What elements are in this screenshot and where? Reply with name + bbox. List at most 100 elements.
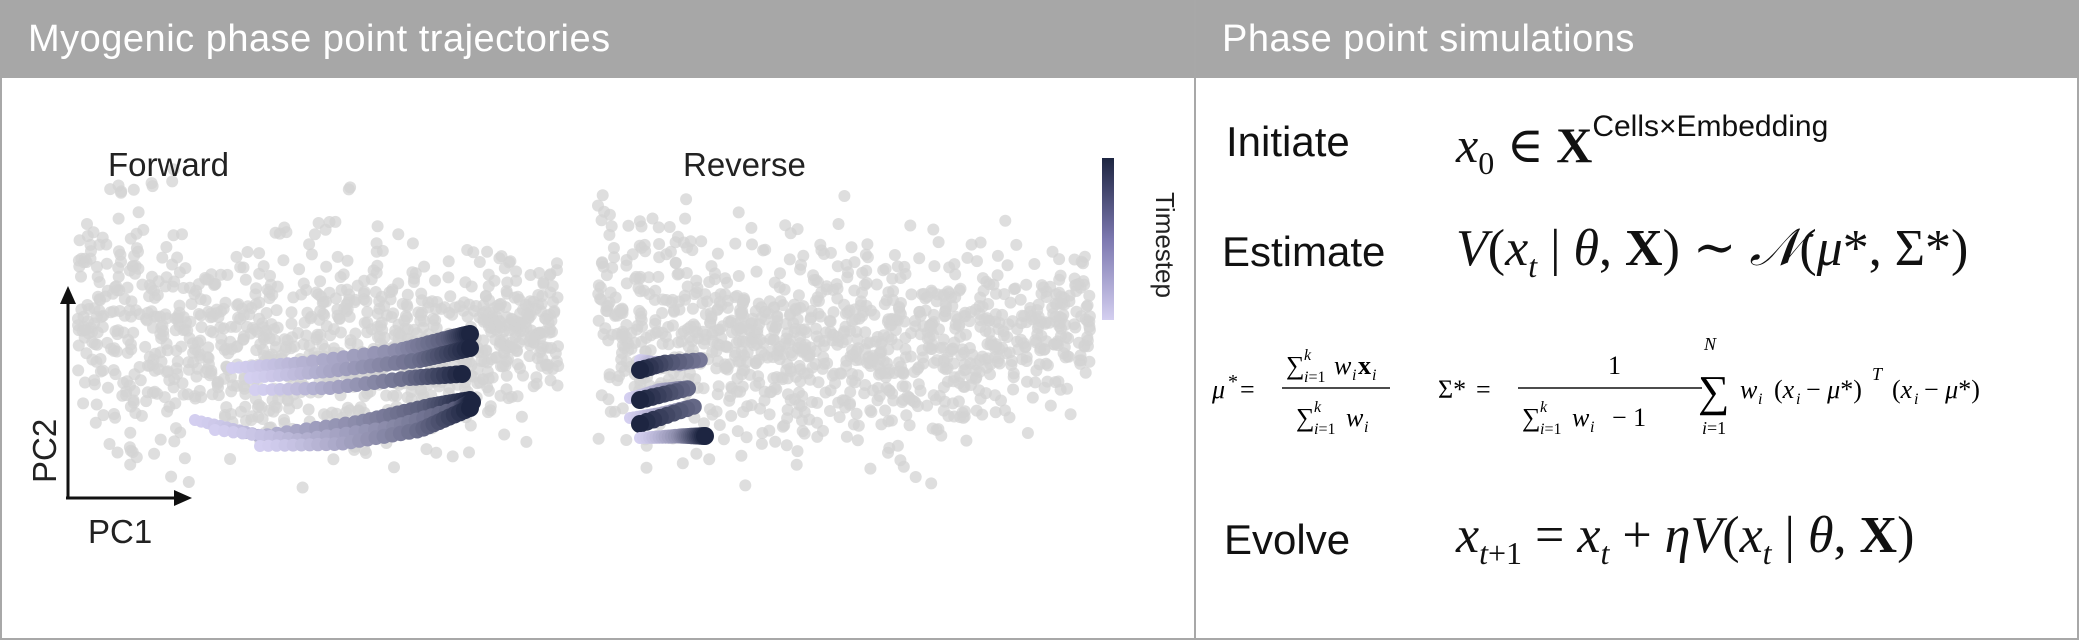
background-cell-point: [696, 297, 709, 310]
background-cell-point: [523, 350, 536, 363]
background-cell-point: [190, 370, 203, 383]
background-cell-point: [221, 268, 234, 281]
background-cell-point: [481, 356, 494, 369]
background-cell-point: [756, 427, 769, 439]
background-cell-point: [1038, 343, 1051, 356]
background-cell-point: [770, 371, 783, 384]
background-cell-point: [459, 276, 472, 289]
background-cell-point: [482, 280, 495, 293]
background-cell-point: [1075, 354, 1088, 367]
background-cell-point: [811, 430, 824, 443]
svg-text:i: i: [1914, 391, 1918, 408]
background-cell-point: [246, 410, 258, 423]
background-cell-point: [1083, 310, 1096, 323]
estimate-equation: V(xt | θ, X) ∼ 𝒩(μ*, Σ*): [1456, 220, 1969, 284]
simulations-panel-title: Phase point simulations: [1196, 0, 2079, 78]
background-cell-point: [79, 376, 91, 389]
background-cell-point: [872, 381, 884, 394]
background-cell-point: [689, 320, 702, 333]
background-cell-point: [640, 461, 653, 474]
background-cell-point: [319, 223, 332, 236]
background-cell-point: [178, 452, 191, 465]
background-cell-point: [879, 404, 892, 417]
svg-text:=: =: [1240, 375, 1255, 404]
background-cell-point: [703, 453, 716, 466]
background-cell-point: [301, 306, 314, 319]
background-cell-point: [710, 345, 723, 357]
svg-text:∑: ∑: [1296, 403, 1315, 432]
background-cell-point: [406, 266, 419, 279]
background-cell-point: [605, 220, 618, 233]
background-cell-point: [157, 325, 170, 338]
trajectory-point: [209, 424, 221, 436]
background-cell-point: [317, 307, 330, 320]
background-cell-point: [974, 320, 987, 333]
background-cell-point: [1016, 309, 1028, 322]
background-cell-point: [741, 400, 754, 413]
background-cell-point: [887, 285, 900, 297]
background-cell-point: [1047, 307, 1060, 320]
background-cell-point: [980, 275, 993, 288]
background-cell-point: [732, 270, 745, 282]
background-cell-point: [864, 404, 877, 417]
timestep-colorbar: [1102, 158, 1114, 320]
background-cell-point: [721, 363, 734, 376]
background-cell-point: [269, 226, 282, 239]
background-cell-point: [154, 433, 167, 446]
background-cell-point: [265, 318, 278, 331]
background-cell-point: [1001, 259, 1014, 272]
background-cell-point: [927, 308, 940, 321]
background-cell-point: [829, 377, 842, 390]
background-cell-point: [774, 267, 786, 280]
background-cell-point: [224, 453, 237, 465]
background-cell-point: [73, 234, 86, 247]
background-cell-point: [883, 384, 896, 397]
background-cell-point: [780, 317, 793, 330]
background-cell-point: [1059, 318, 1072, 331]
background-cell-point: [849, 313, 862, 326]
background-cell-point: [789, 304, 802, 317]
background-cell-point: [990, 287, 1002, 300]
background-cell-point: [400, 298, 413, 311]
background-cell-point: [746, 238, 758, 251]
background-cell-point: [128, 368, 141, 381]
background-cell-point: [735, 449, 748, 462]
background-cell-point: [107, 364, 120, 377]
background-cell-point: [940, 301, 953, 314]
background-cell-point: [430, 446, 443, 459]
background-cell-point: [1004, 296, 1017, 309]
background-cell-point: [401, 323, 414, 336]
background-cell-point: [537, 276, 550, 289]
background-cell-point: [801, 350, 814, 363]
background-cell-point: [861, 356, 874, 369]
background-cell-point: [596, 189, 609, 202]
background-cell-point: [819, 386, 832, 399]
background-cell-point: [1041, 375, 1054, 388]
trajectory-point: [696, 427, 714, 445]
background-cell-point: [371, 220, 384, 233]
background-cell-point: [194, 334, 207, 347]
background-cell-point: [430, 322, 443, 334]
background-cell-point: [613, 304, 626, 317]
background-cell-point: [780, 332, 793, 345]
background-cell-point: [850, 354, 863, 367]
background-cell-point: [380, 389, 393, 402]
background-cell-point: [103, 438, 116, 450]
background-cell-point: [686, 244, 699, 257]
background-cell-point: [981, 338, 994, 351]
background-cell-point: [544, 268, 557, 281]
background-cell-point: [160, 271, 173, 284]
background-cell-point: [127, 183, 140, 196]
background-cell-point: [499, 359, 512, 372]
background-cell-point: [308, 228, 321, 241]
pc1-arrow-icon: [174, 490, 192, 506]
background-cell-point: [711, 388, 724, 401]
background-cell-point: [112, 270, 125, 283]
background-cell-point: [1011, 323, 1024, 335]
background-cell-point: [620, 259, 633, 272]
background-cell-point: [446, 450, 459, 463]
background-cell-point: [896, 367, 909, 379]
background-cell-point: [473, 256, 486, 268]
background-cell-point: [592, 432, 605, 445]
background-cell-point: [944, 345, 957, 358]
